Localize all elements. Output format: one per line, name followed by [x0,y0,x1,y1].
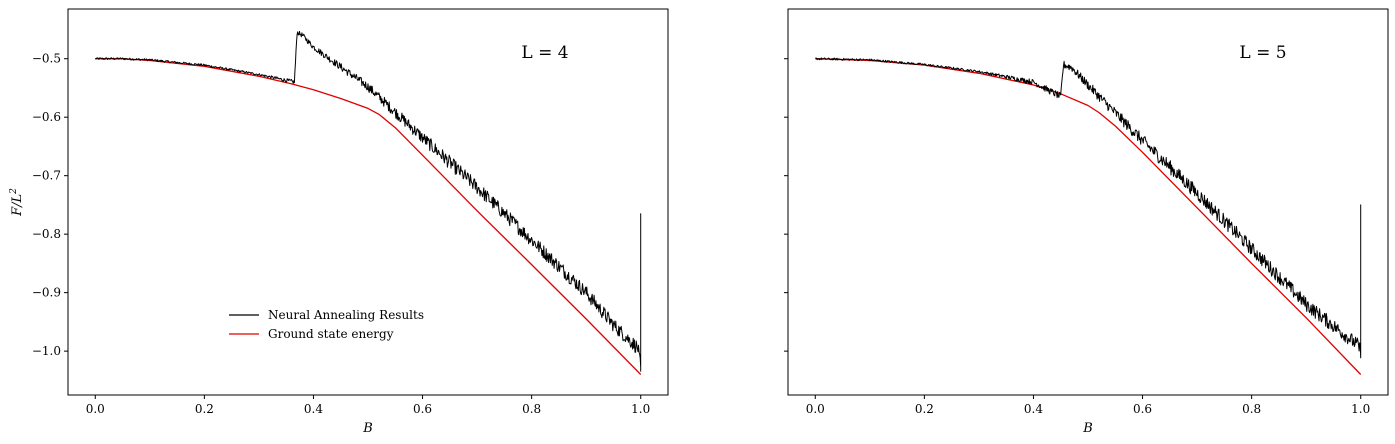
x-axis-label-left: B [362,421,373,436]
panel-right: 0.0 0.2 0.4 0.6 0.8 1.0 L = 5 B [784,8,1389,436]
y-ticks-left: −0.5 −0.6 −0.7 −0.8 −0.9 −1.0 [32,52,68,358]
axes-frame-right [787,8,1389,396]
y-tick-label: −0.6 [32,110,61,124]
x-tick-label: 0.2 [915,402,934,416]
y-tick-label: −0.5 [32,52,61,66]
x-tick-label: 0.8 [522,402,541,416]
x-tick-label: 0.6 [1133,402,1152,416]
ground-state-series [815,58,1362,375]
x-tick-label: 0.8 [1242,402,1261,416]
y-axis-label-superscript: 2 [9,188,19,195]
legend-label-ground: Ground state energy [268,327,394,341]
panel-title-right: L = 5 [1239,43,1286,63]
x-tick-label: 1.0 [1351,402,1370,416]
y-tick-label: −0.9 [32,286,61,300]
x-tick-label: 0.4 [304,402,323,416]
x-tick-label: 0.2 [195,402,214,416]
y-tick-label: −1.0 [32,344,61,358]
neural-annealing-line-right [815,57,1362,359]
axes-frame-left [67,8,669,396]
ground-state-line-right [815,58,1362,375]
neural-annealing-line-left [94,30,642,372]
panel-title-left: L = 4 [521,43,568,63]
x-tick-label: 0.0 [86,402,105,416]
legend: Neural Annealing Results Ground state en… [229,308,424,341]
y-axis-label-main: F/L [10,194,25,217]
x-tick-label: 1.0 [631,402,650,416]
x-tick-label: 0.6 [413,402,432,416]
x-ticks-left: 0.0 0.2 0.4 0.6 0.8 1.0 [86,395,650,416]
neural-annealing-series [815,57,1362,359]
y-tick-label: −0.8 [32,227,61,241]
x-ticks-right: 0.0 0.2 0.4 0.6 0.8 1.0 [806,395,1370,416]
neural-annealing-series [94,30,642,372]
y-axis-label: F/L2 [9,188,25,217]
x-tick-label: 0.0 [806,402,825,416]
x-axis-label-right: B [1082,421,1093,436]
x-tick-label: 0.4 [1024,402,1043,416]
y-ticks-right [784,58,788,352]
legend-label-neural: Neural Annealing Results [268,308,424,322]
y-tick-label: −0.7 [32,169,61,183]
panel-left: 0.0 0.2 0.4 0.6 0.8 1.0 −0.5−0.6−0.7−0.8−0.9−… [9,8,669,436]
